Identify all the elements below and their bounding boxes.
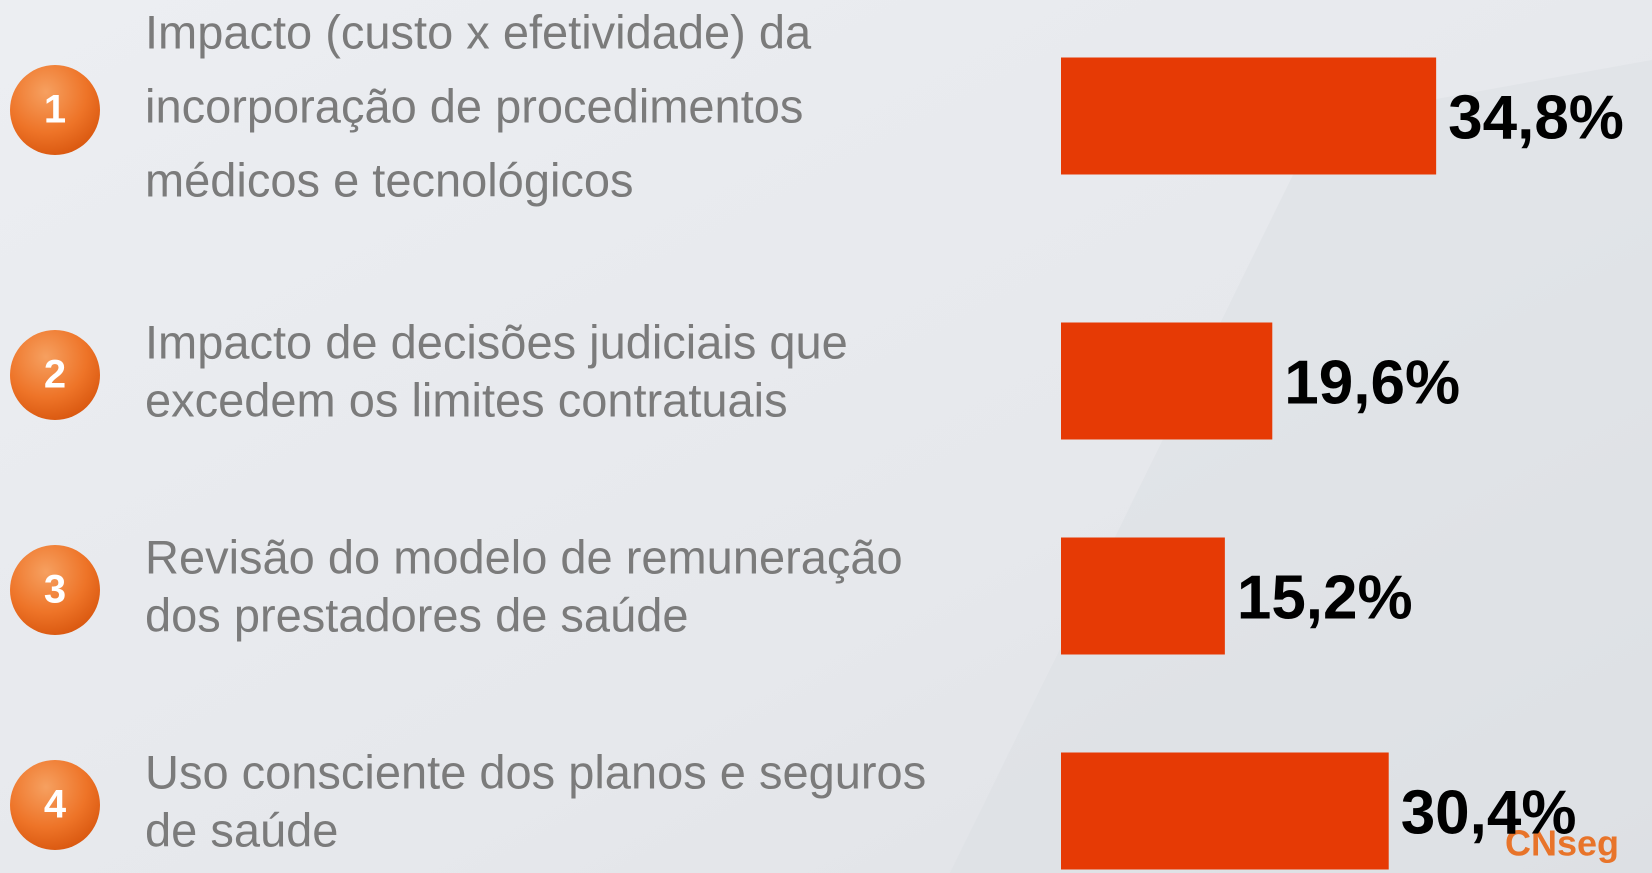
rank-number: 2 [44, 353, 66, 397]
category-label: excedem os limites contratuais [145, 373, 788, 426]
value-label: 34,8% [1448, 83, 1624, 152]
rank-number: 4 [44, 783, 67, 827]
category-label: Uso consciente dos planos e seguros [145, 745, 926, 798]
value-label: 30,4% [1401, 778, 1577, 847]
bar [1061, 538, 1225, 655]
value-label: 19,6% [1284, 348, 1460, 417]
category-label: de saúde [145, 803, 338, 856]
category-label: Impacto de decisões judiciais que [145, 315, 848, 368]
bar [1061, 58, 1436, 175]
category-label: médicos e tecnológicos [145, 153, 634, 206]
value-label: 15,2% [1237, 563, 1413, 632]
bar [1061, 323, 1272, 440]
chart: CNseg1Impacto (custo x efetividade) dain… [0, 0, 1652, 873]
rank-number: 3 [44, 568, 66, 612]
bar [1061, 753, 1389, 870]
category-label: incorporação de procedimentos [145, 79, 803, 132]
rank-number: 1 [44, 88, 66, 132]
category-label: Revisão do modelo de remuneração [145, 530, 903, 583]
category-label: dos prestadores de saúde [145, 588, 688, 641]
category-label: Impacto (custo x efetividade) da [145, 5, 812, 58]
